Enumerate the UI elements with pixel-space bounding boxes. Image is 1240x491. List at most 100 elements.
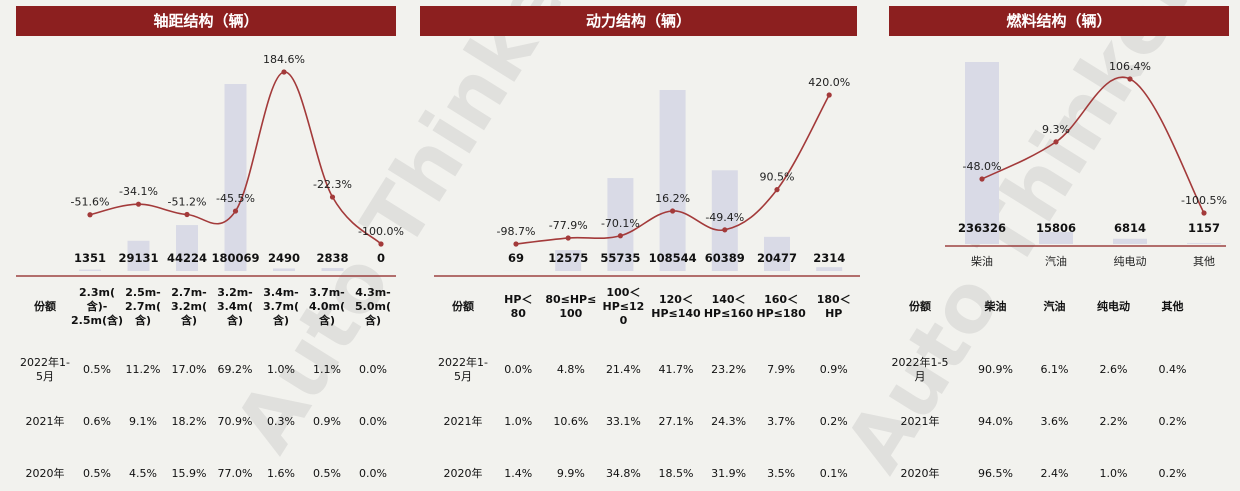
growth-point [513,241,519,247]
table-cell: 1.0% [1099,467,1128,480]
category-label: 纯电动 [1114,255,1147,268]
table-row-label: 2021年 [900,415,940,428]
growth-label: -98.7% [497,225,536,238]
table-cell: 18.5% [658,467,694,480]
panel-title: 动力结构（辆） [420,6,857,36]
growth-point [329,194,336,200]
bar [965,62,999,244]
growth-point [1053,139,1059,145]
bar [127,240,150,271]
table-row-label: 2020年 [900,467,940,480]
fuel-panel: 燃料结构（辆） -48.0% 9.3% 106.4% -100.5% 236326 158… [888,0,1240,491]
value-label: 55735 [600,251,640,265]
bar [816,267,843,271]
growth-label: -70.1% [601,217,640,230]
value-label: 0 [377,251,385,265]
table-cell: 11.2% [125,363,161,376]
table-row-label: 2022年1- 5月 [438,356,488,383]
category-label: 汽油 [1045,254,1067,268]
growth-label: 106.4% [1109,60,1151,73]
table-corner-label: 份额 [34,300,56,313]
table-cell: 77.0% [217,467,253,480]
growth-point [774,187,780,193]
table-cell: 90.9% [978,363,1013,376]
table-cell: 34.8% [605,467,641,480]
growth-point [826,92,832,98]
wheelbase-panel: 轴距结构（辆） -51.6% -34.1% -51.2% -45.5% 184.6% -2… [0,0,410,491]
bar [1039,231,1073,244]
value-label: 44224 [167,251,207,265]
table-row-label: 2020年 [443,467,483,480]
table-cell: 4.5% [129,467,157,480]
growth-label: 16.2% [655,192,690,205]
bar [1113,238,1147,244]
value-label: 236326 [958,221,1006,235]
table-row-label: 2022年1-5 月 [891,356,949,383]
table-header-cell: 3.4m- 3.7m( 含) [263,286,299,327]
growth-label: 184.6% [263,53,305,66]
table-header-cell: 160＜ HP≤180 [756,293,806,320]
bar [321,268,344,271]
table-header-cell: 其他 [1161,300,1184,313]
table-corner-label: 份额 [909,300,931,313]
table-cell: 0.2% [819,415,848,428]
table-cell: 2.4% [1040,467,1069,480]
table-header-cell: 4.3m- 5.0m( 含) [355,286,391,327]
wheelbase-chart: -51.6% -34.1% -51.2% -45.5% 184.6% -22.3% -100… [16,53,404,277]
table-header-cell: 2.3m( 含)- 2.5m(含) [71,286,124,327]
table-cell: 0.1% [819,467,848,480]
table-header-cell: 3.7m- 4.0m( 含) [309,286,345,327]
value-label: 6814 [1114,221,1146,235]
growth-label: -51.2% [168,196,207,209]
table-header-cell: 180＜ HP [816,293,851,320]
table-cell: 1.0% [504,415,533,428]
fuel-chart: -48.0% 9.3% 106.4% -100.5% 236326 15806 6814 11… [945,60,1227,268]
table-cell: 0.2% [1158,415,1187,428]
growth-point [87,212,93,218]
table-cell: 1.0% [267,363,295,376]
bar [711,170,738,271]
fuel-share-table: 份额 柴油 汽油 纯电动 其他 2022年1-5 月 90.9% 6.1% 2.6% 0.4% 20… [890,276,1228,486]
growth-label: -77.9% [549,219,588,232]
value-label: 108544 [649,251,697,265]
table-cell: 9.1% [129,415,157,428]
growth-point [1201,210,1207,216]
bar [1187,243,1221,244]
table-cell: 2.2% [1099,415,1128,428]
table-cell: 41.7% [658,363,694,376]
table-cell: 0.6% [83,415,111,428]
table-header-cell: 柴油 [984,300,1007,313]
table-cell: 24.3% [711,415,747,428]
growth-label: -22.3% [313,178,352,191]
panel-title: 轴距结构（辆） [16,6,396,36]
growth-label: -45.5% [216,192,255,205]
table-row-label: 2021年 [443,415,483,428]
table-cell: 0.5% [83,467,111,480]
table-cell: 10.6% [553,415,589,428]
table-cell: 7.9% [767,363,796,376]
bar [555,250,582,271]
power-panel: 动力结构（辆） -98.7% -77.9% -70.1% 16.2% -49.4% 90.… [420,0,870,491]
bar [224,84,247,271]
table-cell: 0.2% [1158,467,1187,480]
table-cell: 0.4% [1158,363,1187,376]
growth-label: -51.6% [71,196,110,209]
table-cell: 1.6% [267,467,295,480]
growth-label: 90.5% [760,171,795,184]
growth-label: 9.3% [1042,123,1070,136]
power-share-table: 份额 HP＜ 80 80≤HP≤ 100 100＜ HP≤12 0 120＜ HP≤14… [434,276,860,486]
table-cell: 9.9% [556,467,585,480]
table-cell: 3.5% [767,467,796,480]
table-header-cell: 汽油 [1043,300,1066,313]
table-header-cell: HP＜ 80 [504,293,533,320]
value-label: 180069 [211,251,259,265]
growth-label: -100.0% [358,225,404,238]
growth-point [184,211,190,218]
value-label: 29131 [118,251,158,265]
table-cell: 33.1% [605,415,641,428]
growth-point [722,227,728,233]
table-header-cell: 120＜ HP≤140 [651,293,701,320]
table-cell: 3.7% [767,415,796,428]
wheelbase-share-table: 份额 2.3m( 含)- 2.5m(含) 2.5m- 2.7m( 含) 2.7m- 3… [16,276,396,486]
table-cell: 18.2% [171,415,207,428]
